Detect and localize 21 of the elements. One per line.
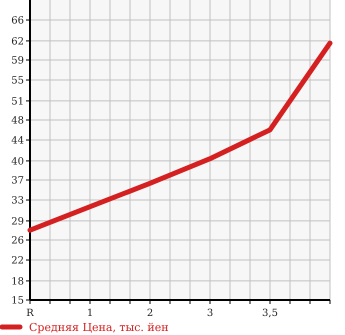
y-tick-label: 22	[11, 256, 24, 267]
y-tick-label: 18	[11, 276, 24, 288]
y-tick-label: 15	[11, 296, 24, 306]
y-tick-label: 59	[11, 56, 24, 66]
y-tick-label: 62	[11, 36, 24, 48]
y-tick-label: 26	[11, 236, 24, 246]
y-tick-label: 40	[11, 156, 24, 168]
y-tick-label: 51	[11, 96, 24, 108]
y-tick-label: 29	[11, 216, 24, 228]
x-tick-label: 2	[146, 308, 154, 319]
y-tick-label: 37	[11, 176, 24, 186]
y-tick-label: 33	[11, 196, 24, 207]
x-tick-label: 1	[86, 308, 94, 319]
y-tick-label: 55	[11, 76, 24, 87]
x-tick-label: 3	[206, 308, 214, 319]
legend-label: Средняя Цена, тыс. йен	[29, 320, 169, 334]
x-tick-label: R	[26, 308, 34, 319]
y-tick-label: 48	[11, 116, 24, 126]
y-tick-label: 66	[11, 16, 24, 27]
y-tick-label: 44	[11, 136, 24, 147]
x-tick-label: 3,5	[262, 308, 278, 319]
